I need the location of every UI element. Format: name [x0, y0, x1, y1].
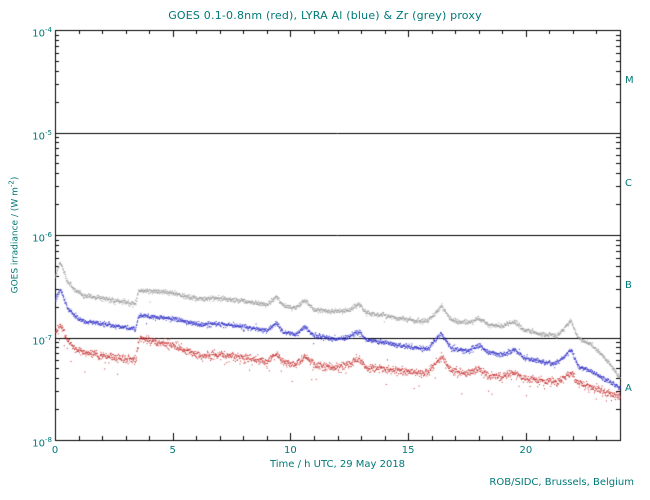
y-tick-label: 10-6 [32, 231, 52, 245]
y-tick-label: 10-5 [32, 128, 52, 142]
chart-title: GOES 0.1-0.8nm (red), LYRA Al (blue) & Z… [168, 9, 482, 22]
flare-class-label: A [625, 382, 632, 394]
x-axis-label: Time / h UTC, 29 May 2018 [269, 459, 406, 470]
credit-text: ROB/SIDC, Brussels, Belgium [489, 477, 634, 488]
x-tick-label: 10 [284, 445, 297, 456]
y-tick-label: 10-4 [32, 26, 52, 40]
flare-class-label: M [625, 75, 634, 87]
y-axis-label-exponent: -2 [7, 180, 16, 188]
y-axis-label-pre: GOES irradiance / (W m [10, 187, 21, 294]
y-tick-label: 10-8 [32, 436, 52, 450]
x-tick-label: 0 [51, 445, 59, 456]
y-tick-label: 10-7 [32, 333, 52, 347]
flare-class-label: B [625, 280, 632, 292]
y-axis-label: GOES irradiance / (W m-2) [8, 177, 21, 294]
x-tick-label: 15 [401, 445, 415, 456]
x-tick-label: 20 [519, 445, 533, 456]
x-tick-label: 5 [169, 445, 176, 456]
flare-class-label: C [625, 177, 632, 189]
y-axis-label-post: ) [10, 176, 21, 181]
